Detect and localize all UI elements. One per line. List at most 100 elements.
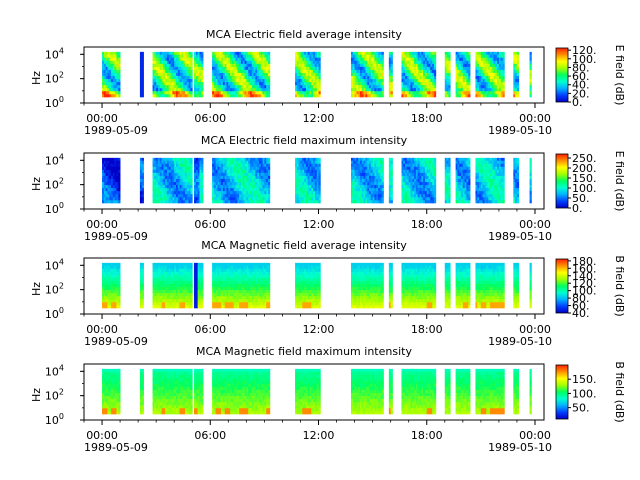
spectrogram-cell — [408, 57, 411, 61]
spectrogram-cell — [363, 196, 366, 201]
spectrogram-cell — [116, 184, 119, 189]
spectrogram-cell — [154, 166, 157, 170]
spectrogram-cell — [181, 190, 184, 195]
spectrogram-cell — [466, 172, 469, 176]
spectrogram-cell — [161, 157, 164, 161]
spectrogram-cell — [448, 157, 451, 161]
spectrogram-cell — [111, 60, 114, 64]
spectrogram-cell — [300, 93, 303, 98]
spectrogram-cell — [466, 166, 469, 170]
spectrogram-cell — [215, 160, 218, 164]
spectrogram-cell — [484, 160, 487, 164]
spectrogram-cell — [112, 81, 116, 86]
spectrogram-cell — [235, 60, 238, 64]
spectrogram-cell — [462, 190, 466, 195]
spectrogram-cell — [367, 81, 370, 86]
spectrogram-cell — [461, 72, 464, 77]
spectrogram-cells — [102, 157, 532, 204]
spectrogram-cell — [103, 54, 107, 58]
spectrogram-cell — [233, 81, 236, 86]
spectrogram-cell — [300, 87, 303, 92]
spectrogram-cell — [500, 184, 503, 189]
spectrogram-cell — [459, 184, 462, 189]
spectrogram-cell — [363, 90, 366, 95]
spectrogram-cell — [295, 57, 298, 61]
spectrogram-cell — [159, 157, 162, 161]
spectrogram-cell — [309, 181, 312, 186]
spectrogram-cell — [111, 289, 114, 294]
spectrogram-cell — [423, 87, 426, 92]
spectrogram-cell — [361, 54, 364, 58]
spectrogram-cell — [228, 60, 231, 64]
spectrogram-cell — [244, 169, 247, 173]
spectrogram-cell — [455, 81, 458, 86]
spectrogram-cell — [491, 87, 494, 92]
spectrogram-cell — [365, 193, 368, 198]
spectrogram-cell — [466, 60, 469, 64]
spectrogram-cell — [199, 169, 202, 173]
spectrogram-cell — [177, 60, 180, 64]
y-tick-label: 102 — [45, 177, 64, 192]
spectrogram-cell — [462, 63, 466, 67]
spectrogram-cell — [415, 181, 419, 186]
spectrogram-cell — [408, 187, 411, 192]
spectrogram-cell — [403, 178, 406, 183]
spectrogram-cell — [197, 193, 200, 198]
spectrogram-cell — [260, 51, 263, 55]
spectrogram-cell — [262, 193, 265, 198]
spectrogram-cell — [497, 166, 500, 170]
spectrogram-cell — [257, 169, 260, 173]
spectrogram-cell — [295, 69, 298, 73]
spectrogram-cell — [237, 166, 240, 170]
spectrogram-cell — [194, 78, 197, 83]
spectrogram-cell — [479, 63, 482, 67]
spectrogram-cell — [264, 87, 267, 92]
spectrogram-cell — [390, 51, 393, 55]
spectrogram-cell — [304, 193, 307, 198]
spectrogram-cell — [141, 286, 144, 291]
spectrogram-cell — [111, 295, 114, 300]
spectrogram-cell — [410, 187, 413, 192]
spectrogram-cell — [461, 75, 464, 80]
spectrogram-cell — [489, 57, 493, 61]
spectrogram-cell — [374, 72, 377, 77]
spectrogram-cell — [372, 193, 375, 198]
spectrogram-cell — [249, 51, 253, 55]
spectrogram-cell — [424, 87, 428, 92]
spectrogram-cell — [376, 78, 379, 83]
spectrogram-cell — [246, 72, 249, 77]
spectrogram-cell — [109, 90, 112, 95]
colorbar-tick-label: 80. — [572, 61, 590, 74]
spectrogram-cell — [174, 184, 177, 189]
spectrogram-cell — [374, 87, 377, 92]
spectrogram-cell — [448, 199, 451, 204]
spectrogram-cell — [262, 157, 265, 161]
spectrogram-cell — [498, 63, 502, 67]
spectrogram-cell — [482, 69, 485, 73]
spectrogram-cell — [157, 157, 161, 161]
spectrogram-cell — [412, 54, 415, 58]
spectrogram-cell — [480, 66, 484, 70]
spectrogram-cell — [295, 178, 298, 183]
spectrogram-cell — [224, 93, 227, 98]
spectrogram-cell — [430, 163, 433, 167]
spectrogram-cell — [190, 69, 193, 73]
spectrogram-cell — [360, 57, 363, 61]
spectrogram-cell — [190, 178, 193, 183]
spectrogram-cell — [264, 163, 267, 167]
spectrogram-cell — [172, 81, 175, 86]
spectrogram-cell — [354, 199, 357, 204]
spectrogram-cell — [311, 63, 314, 67]
spectrogram-cell — [221, 60, 224, 64]
spectrogram-cell — [181, 90, 184, 95]
spectrogram-cell — [188, 75, 191, 80]
spectrogram-cell — [233, 78, 236, 83]
spectrogram-cell — [268, 51, 271, 55]
spectrogram-cell — [489, 54, 493, 58]
spectrogram-cell — [257, 60, 260, 64]
spectrogram-cell — [388, 166, 392, 170]
spectrogram-cell — [372, 57, 375, 61]
spectrogram-cell — [177, 57, 180, 61]
spectrogram-cell — [419, 187, 422, 192]
spectrogram-cell — [482, 75, 485, 80]
